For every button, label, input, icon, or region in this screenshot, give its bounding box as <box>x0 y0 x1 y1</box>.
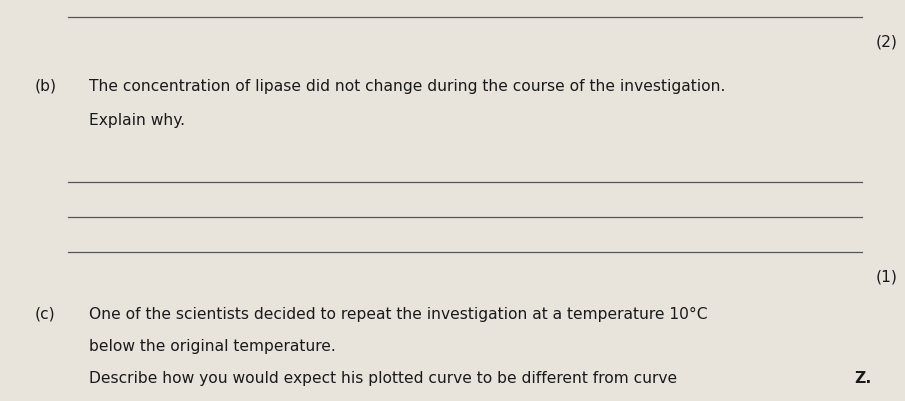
Text: (2): (2) <box>876 34 898 50</box>
Text: (1): (1) <box>876 269 898 284</box>
Text: (c): (c) <box>34 306 55 321</box>
Text: (b): (b) <box>34 79 56 94</box>
Text: Describe how you would expect his plotted curve to be different from curve: Describe how you would expect his plotte… <box>89 370 681 385</box>
Text: The concentration of lipase did not change during the course of the investigatio: The concentration of lipase did not chan… <box>89 79 725 94</box>
Text: Explain why.: Explain why. <box>89 113 185 128</box>
Text: One of the scientists decided to repeat the investigation at a temperature 10°C: One of the scientists decided to repeat … <box>89 306 708 321</box>
Text: below the original temperature.: below the original temperature. <box>89 338 336 353</box>
Text: Z.: Z. <box>853 370 872 385</box>
